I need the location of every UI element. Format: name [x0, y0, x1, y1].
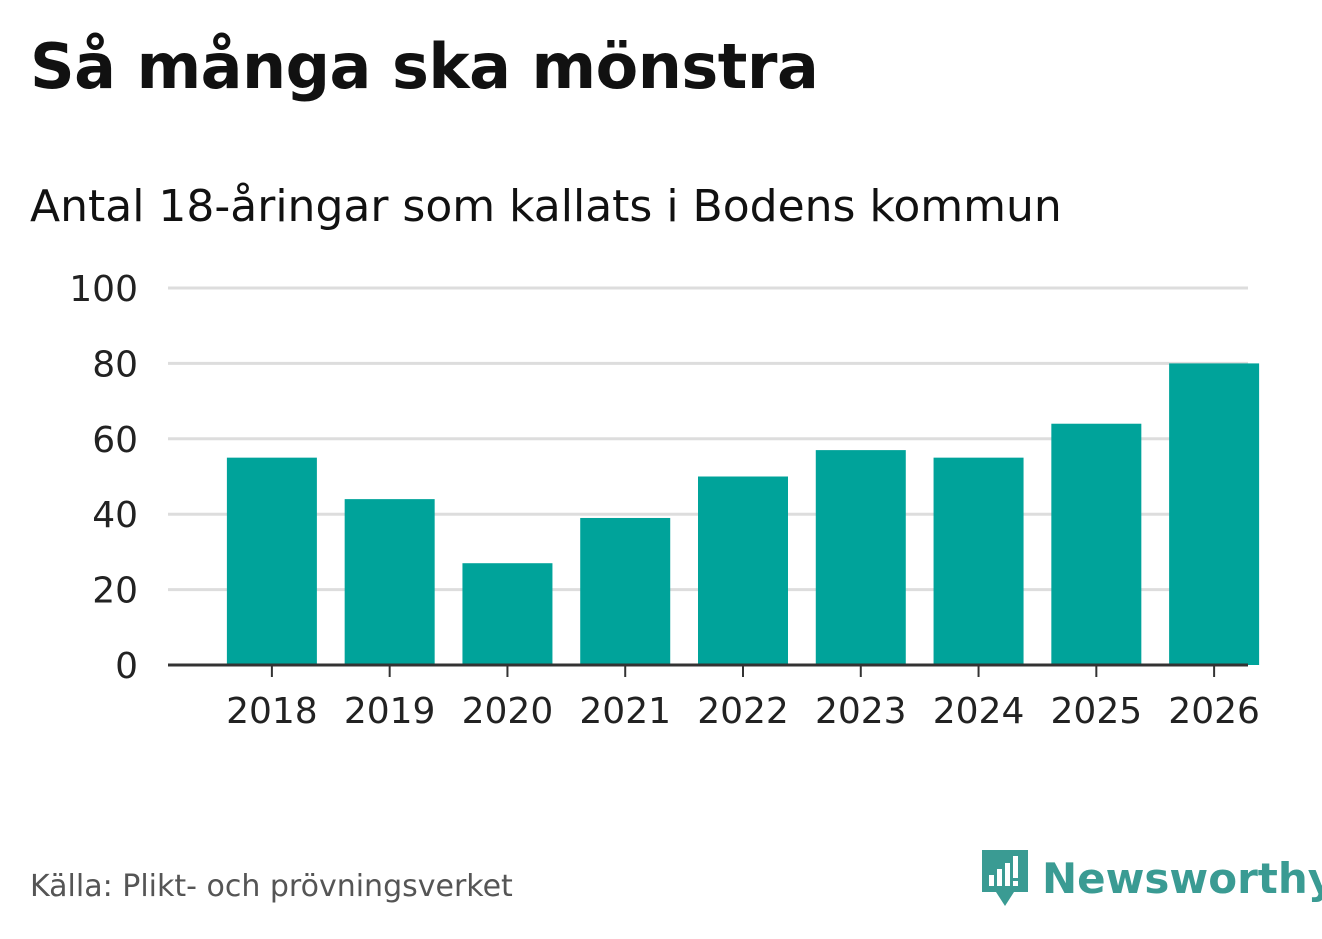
bar-2022 [698, 476, 788, 665]
x-tick-label: 2024 [933, 691, 1025, 732]
bar-2026 [1169, 363, 1260, 665]
x-tick-label: 2026 [1168, 691, 1260, 732]
bars [226, 363, 1260, 665]
x-tick-label: 2018 [226, 691, 318, 732]
brand-name: Newsworthy [1042, 854, 1322, 903]
bar-2020 [462, 563, 553, 665]
y-tick-label: 40 [92, 495, 138, 536]
bar-2021 [580, 517, 671, 665]
x-tick-label: 2023 [815, 691, 907, 732]
chart-title: Så många ska mönstra [30, 30, 819, 103]
x-tick-label: 2019 [344, 691, 436, 732]
y-tick-label: 80 [92, 344, 138, 385]
y-tick-label: 100 [69, 269, 138, 310]
y-tick-label: 60 [92, 420, 138, 461]
brand-logo: Newsworthy [980, 848, 1322, 910]
newsworthy-logo-icon [982, 850, 1028, 906]
bar-2019 [344, 499, 435, 665]
x-tick-label: 2020 [462, 691, 554, 732]
bar-2018 [226, 457, 317, 665]
bar-chart: 0 20 40 60 80 100 2018 2019 2020 2021 2022 2023 2024… [69, 269, 1260, 732]
bar-2025 [1051, 423, 1142, 665]
x-tick-label: 2025 [1051, 691, 1143, 732]
y-tick-label: 0 [115, 646, 138, 687]
axes: 0 20 40 60 80 100 2018 2019 2020 2021 2022 2023 2024… [69, 269, 1260, 732]
x-tick-label: 2022 [697, 691, 789, 732]
y-tick-label: 20 [92, 571, 138, 612]
bar-2023 [815, 450, 906, 665]
bar-2024 [933, 457, 1024, 665]
chart-subtitle: Antal 18-åringar som kallats i Bodens ko… [30, 181, 1062, 232]
x-tick-label: 2021 [579, 691, 671, 732]
source-note: Källa: Plikt- och prövningsverket [30, 869, 513, 904]
